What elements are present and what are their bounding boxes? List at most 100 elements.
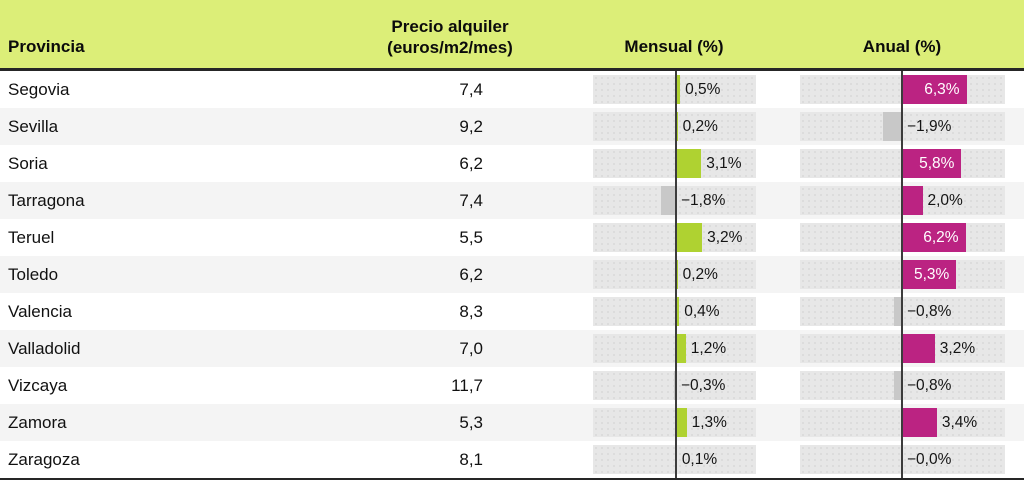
- mensual-bar: [673, 371, 676, 400]
- anual-zero-baseline: [901, 71, 903, 478]
- anual-bar: [882, 112, 902, 141]
- province-name: Vizcaya: [8, 376, 68, 395]
- mensual-bar: [676, 149, 702, 178]
- table-row: Valladolid 7,0 1,2% 3,2%: [0, 330, 1024, 367]
- price-value: 7,4: [459, 80, 483, 99]
- table-body: Segovia 7,4 0,5% 6,3% Sevilla 9,2 0,2% −…: [0, 71, 1024, 478]
- price-value: 6,2: [459, 265, 483, 284]
- province-name: Sevilla: [8, 117, 59, 136]
- mensual-bar: [676, 75, 681, 104]
- anual-bar-label: −1,9%: [907, 118, 952, 135]
- mensual-bar: [676, 408, 687, 437]
- mensual-bar-label: 0,4%: [684, 303, 720, 320]
- anual-bar-label: −0,8%: [907, 303, 952, 320]
- mensual-bar-label: −0,3%: [681, 377, 726, 394]
- province-name: Teruel: [8, 228, 55, 247]
- anual-bar-label: 6,3%: [924, 81, 960, 98]
- mensual-bar-label: 1,3%: [691, 414, 727, 431]
- table-bottom-border: [0, 478, 1024, 480]
- anual-bar-label: 3,2%: [939, 340, 976, 357]
- mensual-bar-label: 0,5%: [685, 81, 721, 98]
- anual-bar-label: −0,8%: [907, 377, 952, 394]
- mensual-bar: [676, 334, 686, 363]
- province-name: Valencia: [8, 302, 72, 321]
- anual-bar: [902, 260, 957, 289]
- table-row: Valencia 8,3 0,4% −0,8%: [0, 293, 1024, 330]
- price-value: 11,7: [451, 376, 483, 395]
- anual-bar-label: 5,3%: [913, 266, 950, 283]
- mensual-bar: [676, 223, 703, 252]
- mensual-bar-cell: 0,5%: [593, 71, 756, 108]
- mensual-bar-cell: −1,8%: [593, 182, 756, 219]
- mensual-bar-cell: −0,3%: [593, 367, 756, 404]
- price-value: 7,4: [459, 191, 483, 210]
- column-header-precio: Precio alquiler (euros/m2/mes): [330, 16, 570, 58]
- price-value: 9,2: [459, 117, 483, 136]
- mensual-bar-track: [593, 297, 756, 326]
- anual-bar-label: −0,0%: [907, 451, 952, 468]
- anual-bar: [902, 408, 937, 437]
- mensual-bar-label: 3,1%: [706, 155, 742, 172]
- province-name: Zaragoza: [8, 450, 80, 469]
- anual-bar: [902, 223, 966, 252]
- mensual-bar-cell: 1,2%: [593, 330, 756, 367]
- table-row: Vizcaya 11,7 −0,3% −0,8%: [0, 367, 1024, 404]
- mensual-bar-label: 3,2%: [707, 229, 743, 246]
- anual-bar: [902, 334, 935, 363]
- mensual-bar-track: [593, 260, 756, 289]
- mensual-bar-cell: 3,2%: [593, 219, 756, 256]
- mensual-bar-cell: 0,2%: [593, 108, 756, 145]
- mensual-bar-cell: 0,4%: [593, 293, 756, 330]
- column-header-precio-line1: Precio alquiler: [391, 17, 509, 36]
- price-value: 8,3: [459, 302, 483, 321]
- price-value: 6,2: [459, 154, 483, 173]
- province-name: Toledo: [8, 265, 59, 284]
- table-row: Zamora 5,3 1,3% 3,4%: [0, 404, 1024, 441]
- province-name: Valladolid: [8, 339, 81, 358]
- mensual-bar: [676, 297, 680, 326]
- price-value: 7,0: [459, 339, 483, 358]
- mensual-bar-track: [593, 334, 756, 363]
- column-header-anual: Anual (%): [862, 37, 942, 56]
- province-name: Tarragona: [8, 191, 85, 210]
- mensual-bar-track: [593, 112, 756, 141]
- price-value: 8,1: [459, 450, 483, 469]
- mensual-bar: [661, 186, 676, 215]
- anual-bar: [893, 297, 902, 326]
- mensual-bar-label: 0,1%: [681, 451, 718, 468]
- mensual-zero-baseline: [675, 71, 677, 478]
- table-row: Toledo 6,2 0,2% 5,3%: [0, 256, 1024, 293]
- anual-bar-label: 6,2%: [923, 229, 959, 246]
- mensual-bar-label: 1,2%: [690, 340, 727, 357]
- column-header-precio-line2: (euros/m2/mes): [387, 38, 513, 57]
- table-row: Sevilla 9,2 0,2% −1,9%: [0, 108, 1024, 145]
- mensual-bar-track: [593, 408, 756, 437]
- table-row: Segovia 7,4 0,5% 6,3%: [0, 71, 1024, 108]
- mensual-bar-label: 0,2%: [682, 118, 718, 135]
- anual-bar: [902, 149, 962, 178]
- mensual-bar-cell: 0,1%: [593, 441, 756, 478]
- column-header-mensual: Mensual (%): [624, 37, 724, 56]
- mensual-bar-label: 0,2%: [682, 266, 718, 283]
- anual-bar: [902, 186, 923, 215]
- mensual-bar-track: [593, 223, 756, 252]
- mensual-bar-track: [593, 149, 756, 178]
- mensual-bar-label: −1,8%: [681, 192, 726, 209]
- price-value: 5,5: [459, 228, 483, 247]
- anual-bar: [902, 75, 967, 104]
- table-row: Soria 6,2 3,1% 5,8%: [0, 145, 1024, 182]
- mensual-bar-cell: 3,1%: [593, 145, 756, 182]
- anual-bar-label: 5,8%: [919, 155, 955, 172]
- mensual-bar-track: [593, 75, 756, 104]
- anual-bar: [893, 371, 902, 400]
- column-header-provincia: Provincia: [8, 37, 85, 56]
- table-header: Provincia Precio alquiler (euros/m2/mes)…: [0, 0, 1024, 71]
- province-name: Soria: [8, 154, 48, 173]
- mensual-bar-cell: 1,3%: [593, 404, 756, 441]
- province-name: Zamora: [8, 413, 67, 432]
- province-name: Segovia: [8, 80, 70, 99]
- mensual-bar-cell: 0,2%: [593, 256, 756, 293]
- price-value: 5,3: [459, 413, 483, 432]
- anual-bar-label: 2,0%: [927, 192, 963, 209]
